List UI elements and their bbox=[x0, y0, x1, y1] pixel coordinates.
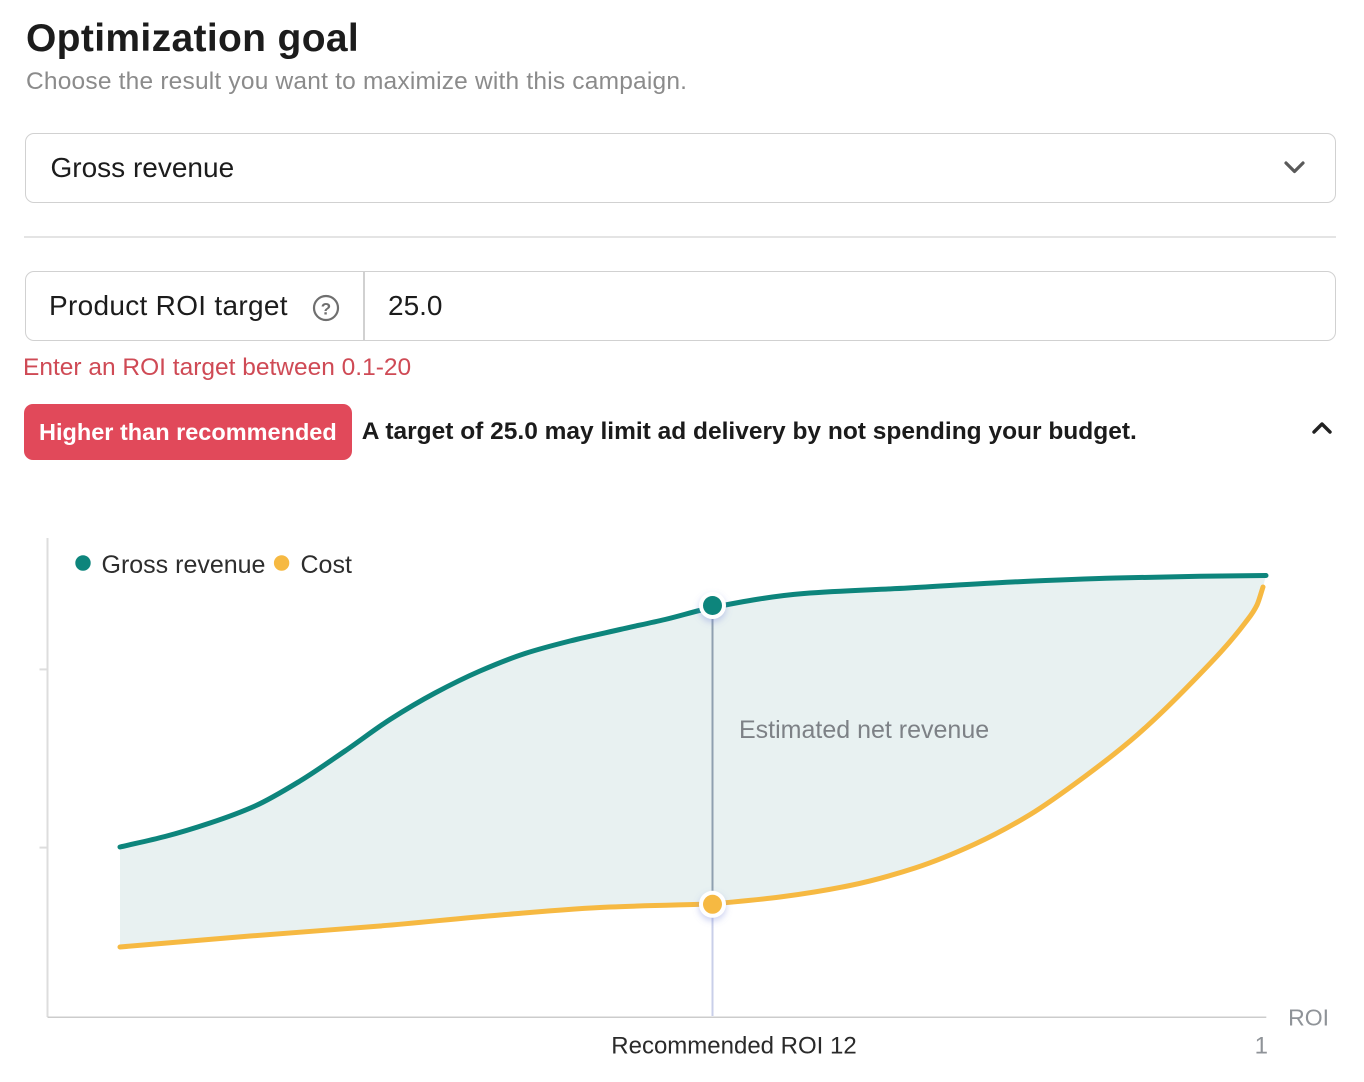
svg-text:Recommended ROI 12: Recommended ROI 12 bbox=[611, 1032, 856, 1059]
svg-text:Estimated net revenue: Estimated net revenue bbox=[739, 716, 989, 744]
svg-text:Cost: Cost bbox=[301, 551, 352, 579]
svg-text:Gross revenue: Gross revenue bbox=[102, 551, 266, 579]
svg-text:ROI: ROI bbox=[1288, 1005, 1329, 1031]
svg-text:1: 1 bbox=[1255, 1032, 1268, 1059]
svg-text:?: ? bbox=[320, 299, 330, 318]
